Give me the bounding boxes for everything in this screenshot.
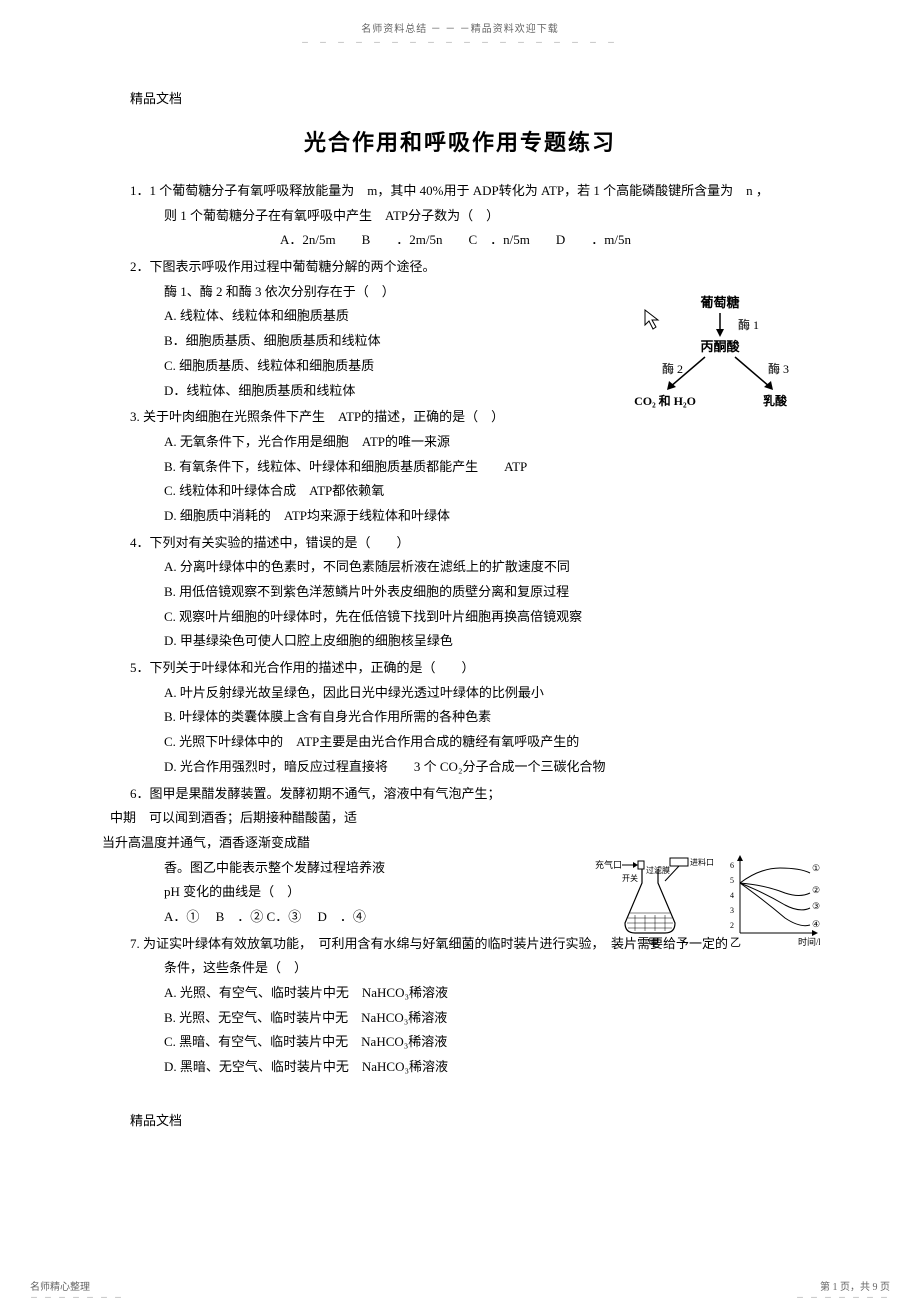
q1-options: A．2n/5m B ．2m/5n C ．n/5m D ．m/5n [130, 228, 790, 253]
q4-c: C. 观察叶片细胞的叶绿体时，先在低倍镜下找到叶片细胞再换高倍镜观察 [130, 605, 790, 630]
question-5: 5．下列关于叶绿体和光合作用的描述中，正确的是（ ） A. 叶片反射绿光故呈绿色… [130, 656, 790, 779]
question-3: 3. 关于叶肉细胞在光照条件下产生 ATP的描述，正确的是（ ） A. 无氧条件… [130, 405, 790, 528]
q7-c: C. 黑暗、有空气、临时装片中无 NaHCO₃稀溶液 [130, 1030, 790, 1055]
figure-glucose-pathway: 葡萄糖 酶 1 丙酮酸 酶 2 酶 3 CO₂ 和 H₂O 乳酸 [620, 295, 800, 415]
question-1: 1．1 个葡萄糖分子有氧呼吸释放能量为 m，其中 40%用于 ADP转化为 AT… [130, 179, 790, 253]
q2-stem: 2．下图表示呼吸作用过程中葡萄糖分解的两个途径。 [130, 255, 790, 280]
svg-text:乙: 乙 [730, 936, 741, 949]
doc-label-top: 精品文档 [130, 88, 790, 107]
question-4: 4．下列对有关实验的描述中，错误的是（ ） A. 分离叶绿体中的色素时，不同色素… [130, 531, 790, 654]
content: 精品文档 光合作用和呼吸作用专题练习 1．1 个葡萄糖分子有氧呼吸释放能量为 m… [0, 48, 920, 1167]
doc-label-bottom: 精品文档 [130, 1110, 790, 1129]
header-text: 名师资料总结 － － －精品资料欢迎下载 [0, 0, 920, 35]
q3-b: B. 有氧条件下，线粒体、叶绿体和细胞质基质都能产生 ATP [130, 455, 790, 480]
svg-text:4: 4 [730, 891, 734, 900]
q4-b: B. 用低倍镜观察不到紫色洋葱鳞片叶外表皮细胞的质壁分离和复原过程 [130, 580, 790, 605]
svg-text:2: 2 [730, 921, 734, 930]
svg-text:进料口: 进料口 [690, 857, 714, 867]
q5-c: C. 光照下叶绿体中的 ATP主要是由光合作用合成的糖经有氧呼吸产生的 [130, 730, 790, 755]
q4-a: A. 分离叶绿体中的色素时，不同色素随层析液在滤纸上的扩散速度不同 [130, 555, 790, 580]
q7-d: D. 黑暗、无空气、临时装片中无 NaHCO₃稀溶液 [130, 1055, 790, 1080]
q3-d: D. 细胞质中消耗的 ATP均来源于线粒体和叶绿体 [130, 504, 790, 529]
q3-a: A. 无氧条件下，光合作用是细胞 ATP的唯一来源 [130, 430, 790, 455]
q4-stem: 4．下列对有关实验的描述中，错误的是（ ） [130, 531, 790, 556]
q7-line2: 条件，这些条件是（ ） [130, 956, 790, 981]
pyruvate-label: 丙酮酸 [700, 339, 740, 354]
q3-c: C. 线粒体和叶绿体合成 ATP都依赖氧 [130, 479, 790, 504]
enzyme2-label: 酶 2 [662, 361, 683, 376]
question-7: 7. 为证实叶绿体有效放氧功能， 可利用含有水绵与好氧细菌的临时装片进行实验， … [130, 932, 790, 1080]
svg-text:③: ③ [812, 901, 820, 911]
enzyme1-label: 酶 1 [738, 317, 759, 332]
glucose-label: 葡萄糖 [699, 295, 739, 310]
q1-line2: 则 1 个葡萄糖分子在有氧呼吸中产生 ATP分子数为（ ） [130, 204, 790, 229]
q5-b: B. 叶绿体的类囊体膜上含有自身光合作用所需的各种色素 [130, 705, 790, 730]
page-title: 光合作用和呼吸作用专题练习 [130, 125, 790, 157]
q5-d: D. 光合作用强烈时，暗反应过程直接将 3 个 CO₂分子合成一个三碳化合物 [130, 755, 790, 780]
figure-fermentation: 充气口 开关 过滤膜 进料口 甲 [590, 843, 820, 953]
q7-a: A. 光照、有空气、临时装片中无 NaHCO₃稀溶液 [130, 981, 790, 1006]
svg-text:①: ① [812, 863, 820, 873]
q6-line1: 6．图甲是果醋发酵装置。发酵初期不通气，溶液中有气泡产生； [130, 782, 790, 807]
svg-text:3: 3 [730, 906, 734, 915]
svg-text:②: ② [812, 885, 820, 895]
svg-text:开关: 开关 [622, 873, 638, 883]
q7-b: B. 光照、无空气、临时装片中无 NaHCO₃稀溶液 [130, 1006, 790, 1031]
footer-left: 名师精心整理 [30, 1278, 90, 1293]
graph-yi: 6 5 4 3 2 ① ② ③ ④ 时间/h 乙 [730, 855, 820, 949]
lactic-label: 乳酸 [763, 393, 788, 408]
flask-jia: 充气口 开关 过滤膜 进料口 甲 [595, 857, 714, 949]
q5-a: A. 叶片反射绿光故呈绿色，因此日光中绿光透过叶绿体的比例最小 [130, 681, 790, 706]
q1-line1: 1．1 个葡萄糖分子有氧呼吸释放能量为 m，其中 40%用于 ADP转化为 AT… [130, 179, 790, 204]
footer-right: 第 1 页，共 9 页 [820, 1278, 890, 1293]
co2h2o-label: CO₂ 和 H₂O [634, 393, 696, 408]
svg-text:5: 5 [730, 876, 734, 885]
svg-text:④: ④ [812, 919, 820, 929]
svg-text:6: 6 [730, 861, 734, 870]
q5-stem: 5．下列关于叶绿体和光合作用的描述中，正确的是（ ） [130, 656, 790, 681]
svg-text:时间/h: 时间/h [798, 936, 820, 947]
header-dashes: － － － － － － － － － － － － － － － － － － [0, 37, 920, 48]
q6-line2: 中期 可以闻到酒香；后期接种醋酸菌，适 [110, 806, 790, 831]
q4-d: D. 甲基绿染色可使人口腔上皮细胞的细胞核呈绿色 [130, 629, 790, 654]
enzyme3-label: 酶 3 [768, 361, 789, 376]
svg-text:充气口: 充气口 [595, 859, 622, 870]
svg-text:甲: 甲 [648, 937, 659, 949]
